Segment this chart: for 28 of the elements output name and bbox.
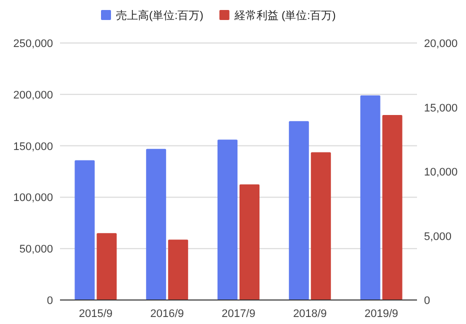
y2-tick-label: 10,000 — [424, 166, 458, 178]
x-tick-label: 2018/9 — [293, 308, 327, 320]
y-tick-label: 200,000 — [13, 89, 53, 102]
y2-tick-label: 20,000 — [424, 38, 458, 50]
bar — [168, 240, 188, 300]
y-tick-label: 150,000 — [13, 140, 53, 153]
y-tick-label: 0 — [46, 295, 53, 307]
y2-tick-label: 0 — [424, 295, 430, 307]
bar — [146, 148, 166, 300]
bar — [360, 95, 380, 300]
x-tick-label: 2015/9 — [78, 308, 113, 320]
y-tick-label: 250,000 — [13, 38, 53, 50]
bar — [310, 152, 331, 300]
y-tick-label: 50,000 — [19, 244, 53, 256]
legend-label: 売上高(単位:百万) — [116, 9, 204, 22]
bar — [96, 233, 117, 300]
bar — [382, 114, 402, 300]
legend-label: 経常利益 (単位:百万) — [233, 9, 336, 22]
y2-tick-label: 5,000 — [424, 230, 452, 243]
bar — [288, 121, 309, 300]
bar — [74, 160, 95, 300]
bar — [240, 184, 260, 300]
x-tick-label: 2016/9 — [150, 308, 184, 320]
y2-tick-label: 15,000 — [424, 102, 458, 114]
x-tick-label: 2017/9 — [222, 308, 256, 320]
bar — [218, 140, 238, 300]
x-tick-label: 2019/9 — [364, 308, 398, 320]
y-tick-label: 100,000 — [13, 192, 53, 204]
